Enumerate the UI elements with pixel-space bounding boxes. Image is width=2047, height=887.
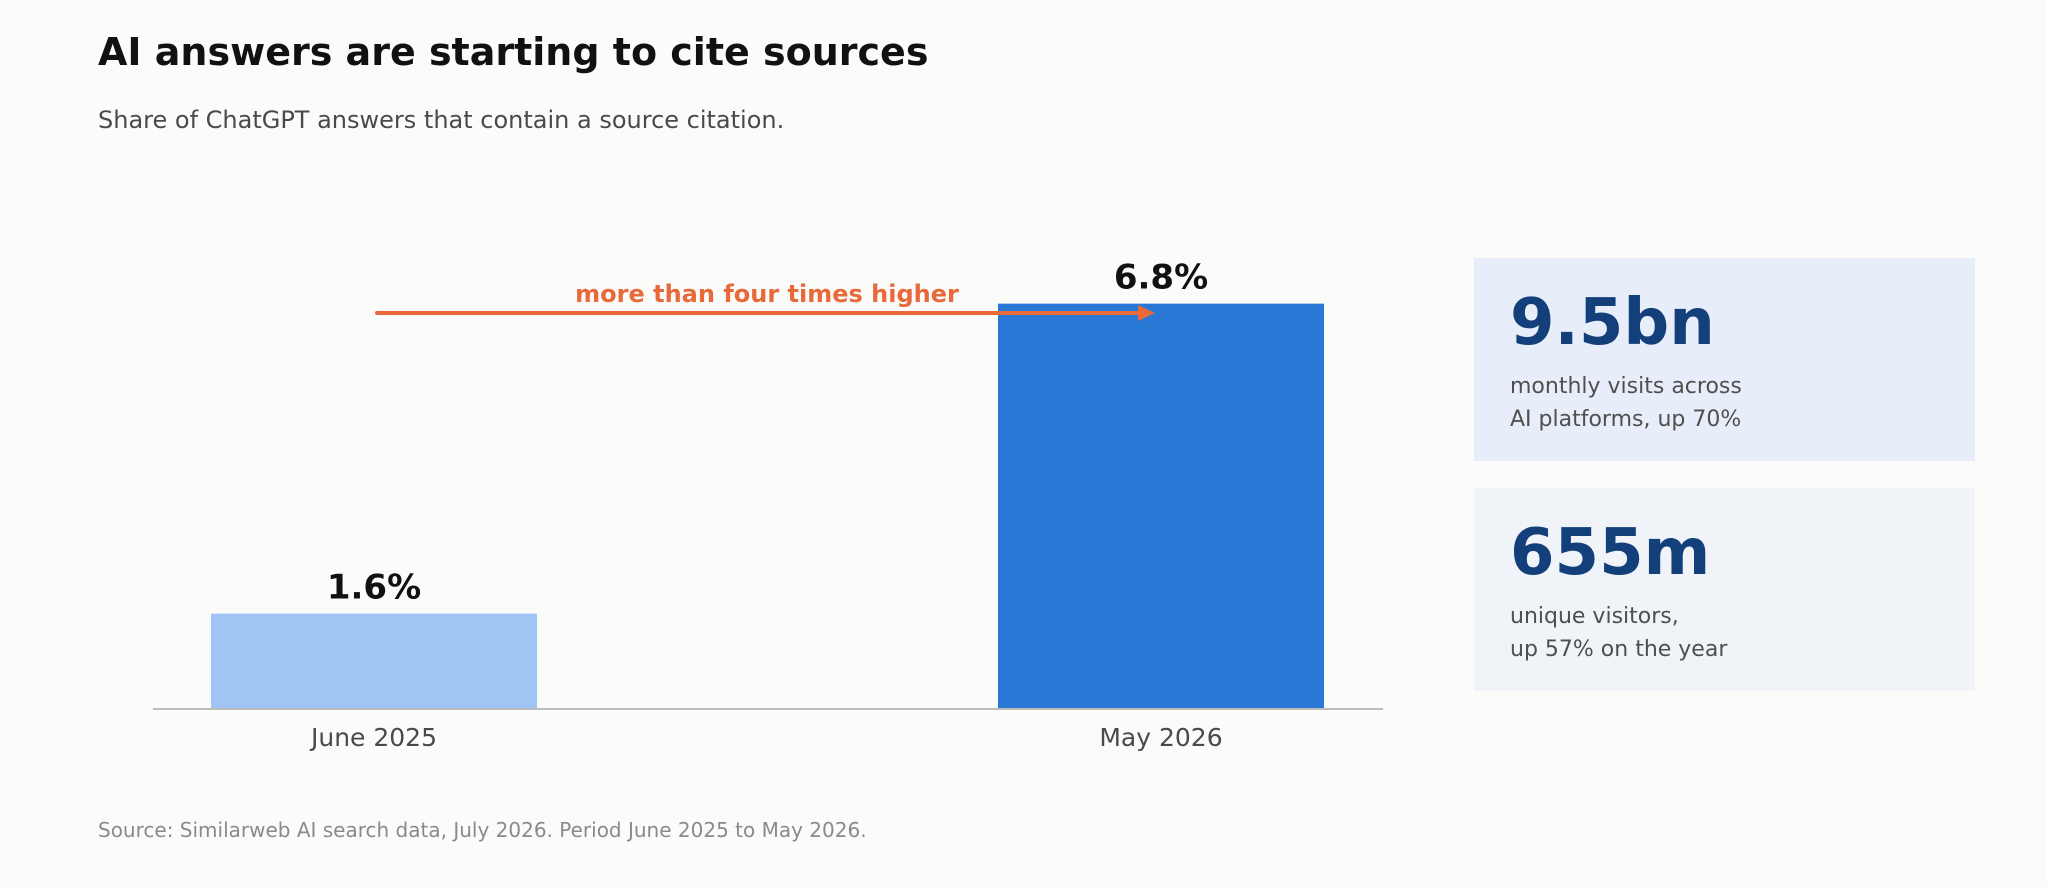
stat-card-visits: 9.5bn monthly visits across AI platforms… [1474,258,1975,461]
data-label: 1.6% [327,568,421,608]
stat-value-visitors: 655m [1510,516,1711,590]
stat-label-line: AI platforms, up 70% [1510,407,1742,432]
data-label: 6.8% [1114,258,1208,298]
source-note: Source: Similarweb AI search data, July … [98,818,867,842]
stat-card-visitors: 655m unique visitors, up 57% on the year [1474,488,1975,691]
x-tick-label: May 2026 [1099,723,1222,752]
bar [211,613,537,709]
stat-value-visits: 9.5bn [1510,286,1715,360]
stat-label-line: up 57% on the year [1510,637,1728,662]
annotation-arrowhead [1138,305,1155,321]
stat-label-line: monthly visits across [1510,374,1742,399]
stat-label-visitors: unique visitors, up 57% on the year [1510,600,1950,666]
stat-label-visits: monthly visits across AI platforms, up 7… [1510,370,1950,436]
stat-label-line: unique visitors, [1510,604,1679,629]
x-tick-label: June 2025 [309,723,437,752]
bar [998,303,1324,709]
annotation-text: more than four times higher [575,280,959,308]
chart-title: AI answers are starting to cite sources [98,30,929,74]
bar-chart: 1.6% June 2025 6.8% May 2026 more than four … [153,258,1383,752]
chart-subtitle: Share of ChatGPT answers that contain a … [98,106,785,134]
